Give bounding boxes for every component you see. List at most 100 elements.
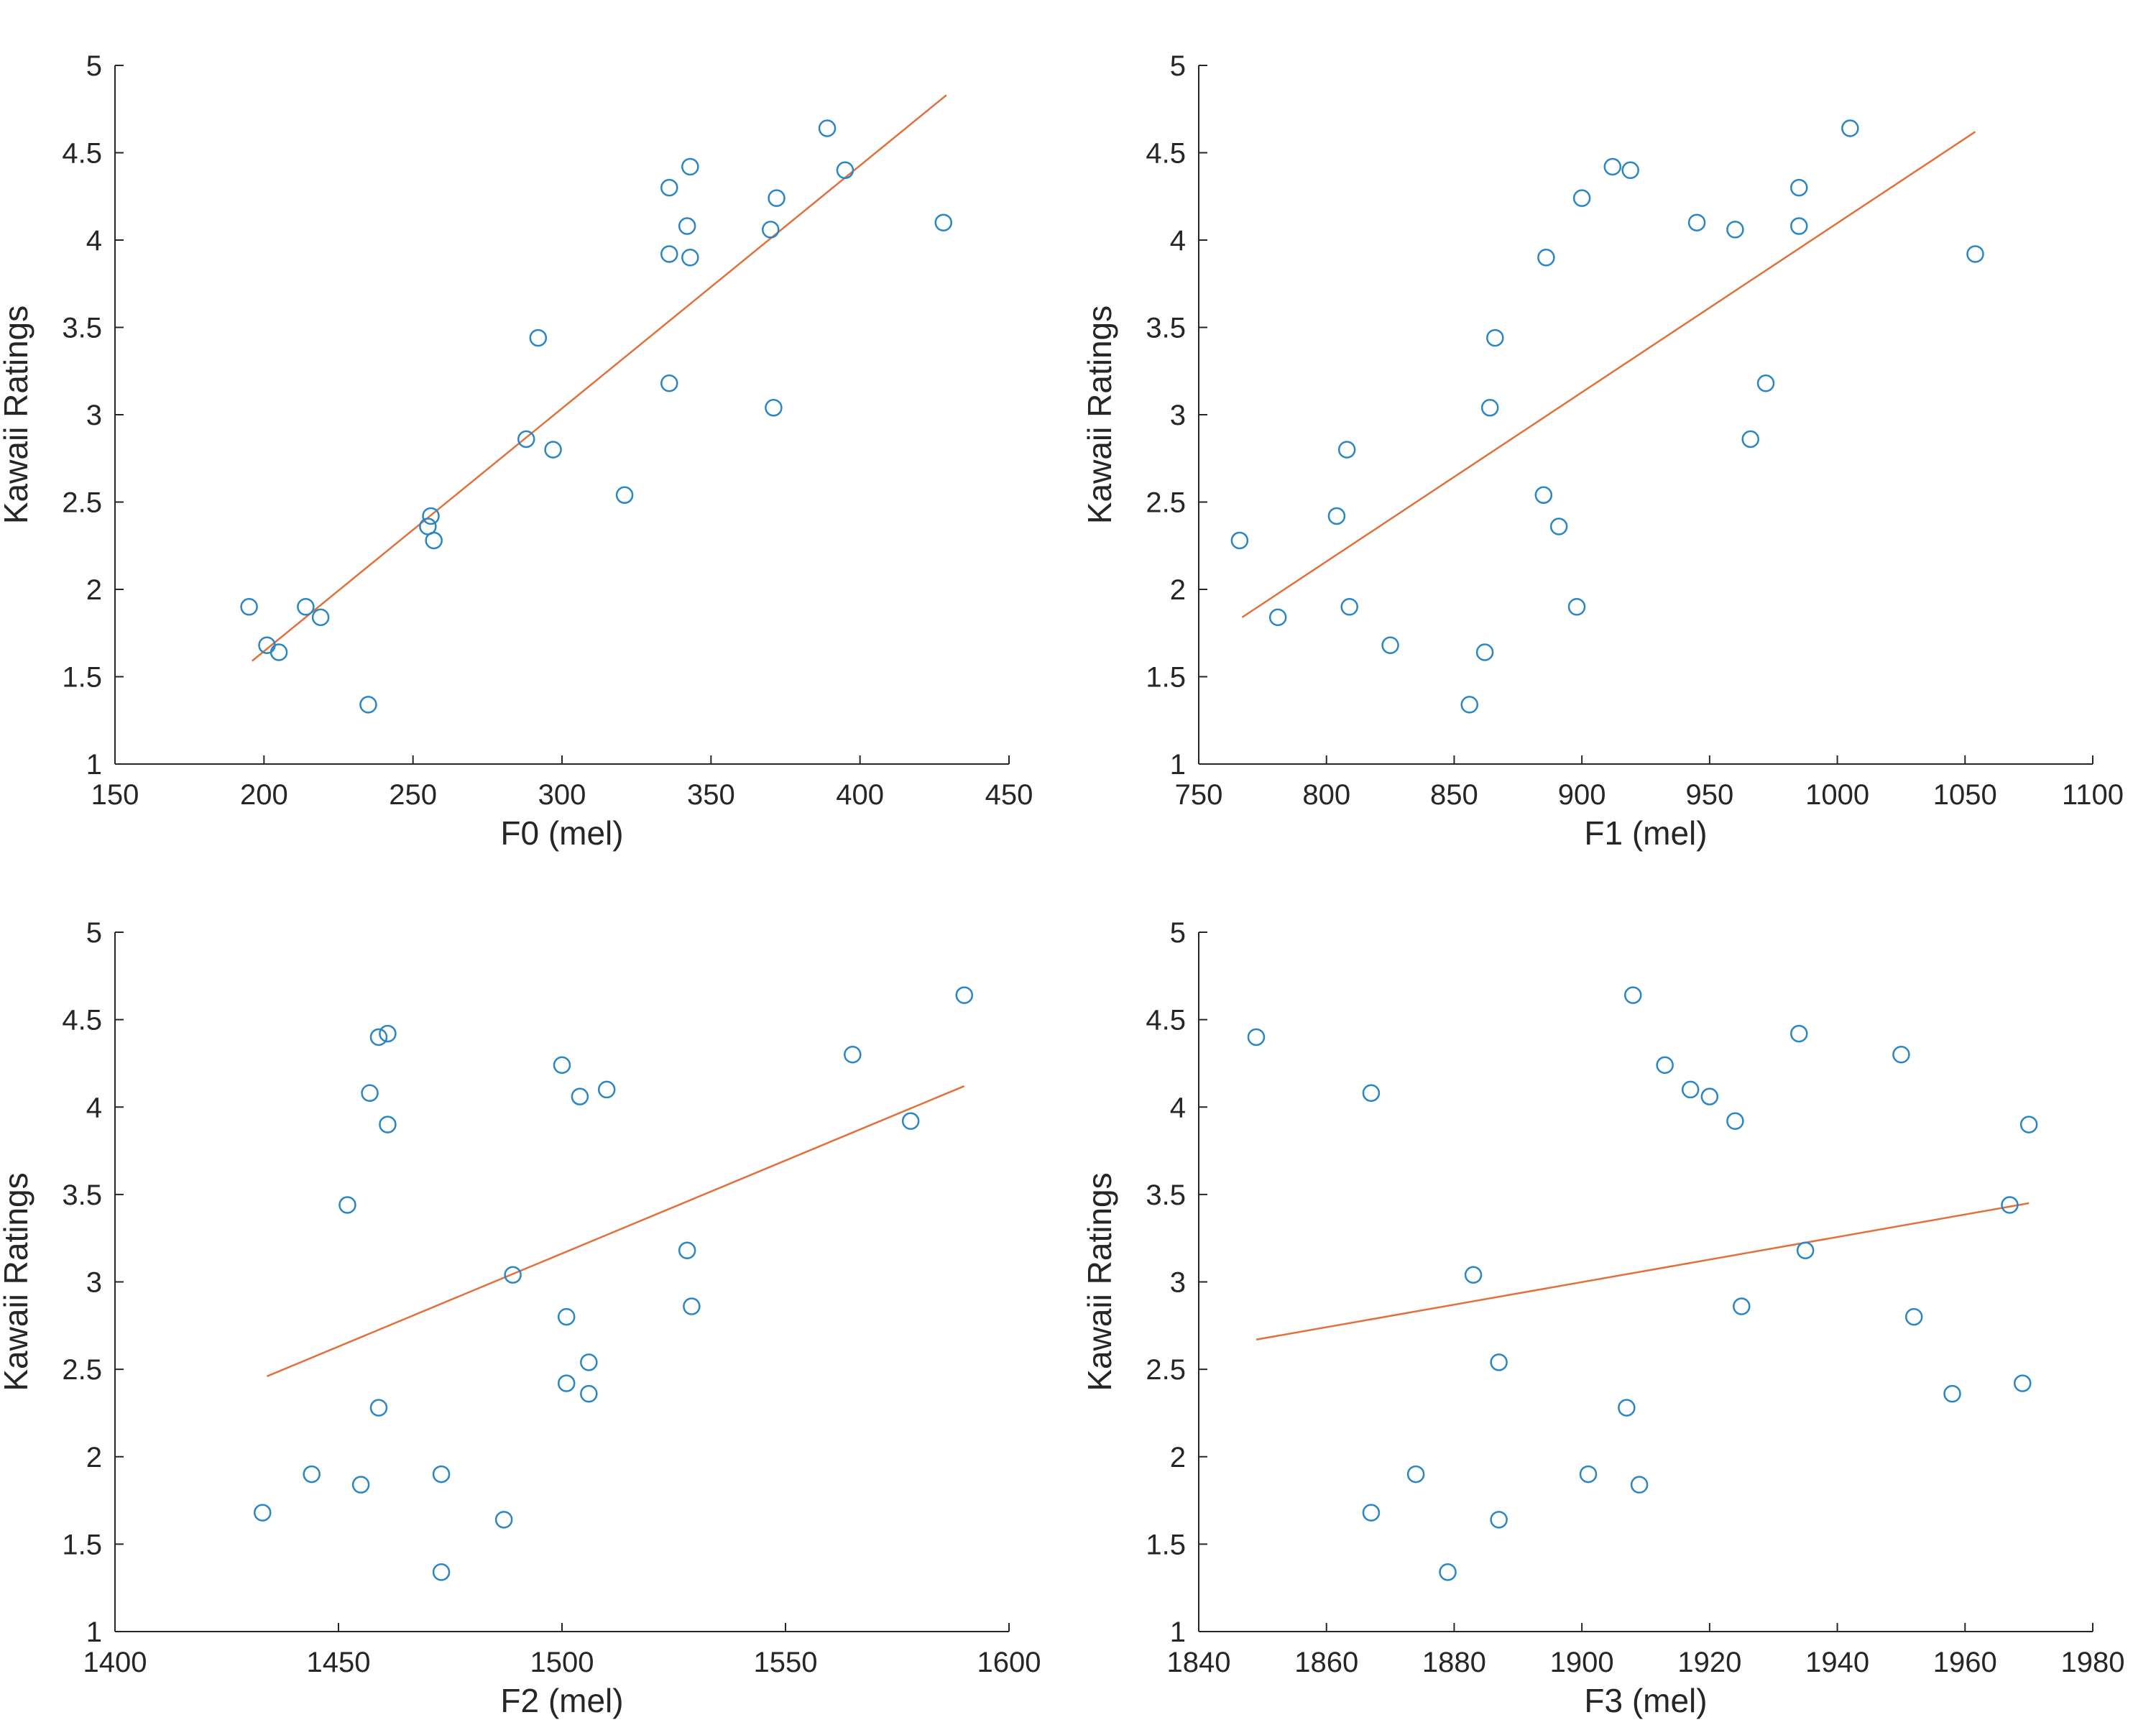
y-tick-label: 5 — [86, 917, 102, 949]
y-tick-label: 5 — [1170, 50, 1186, 82]
y-tick-label: 2 — [86, 574, 102, 606]
y-tick-label: 3 — [1170, 1267, 1186, 1299]
data-point — [1621, 161, 1639, 180]
y-tick-label: 2.5 — [1146, 487, 1186, 519]
data-point — [1790, 1024, 1808, 1043]
data-point — [517, 430, 535, 448]
data-point — [1490, 1511, 1508, 1529]
data-point — [1741, 430, 1759, 448]
x-tick-label: 1880 — [1422, 1647, 1486, 1678]
y-tick-label: 2.5 — [1146, 1354, 1186, 1386]
y-tick-label: 1 — [86, 1616, 102, 1648]
data-point — [1480, 399, 1499, 417]
y-tick-label: 2.5 — [62, 1354, 102, 1386]
data-point — [361, 1084, 379, 1103]
data-point — [1756, 374, 1775, 392]
data-point — [1337, 441, 1356, 459]
y-axis-title: Kawaii Ratings — [1081, 305, 1118, 524]
x-tick-label: 1920 — [1677, 1647, 1741, 1678]
data-point — [1681, 1080, 1700, 1099]
data-point — [270, 643, 288, 661]
data-point — [425, 531, 443, 550]
data-point — [1892, 1046, 1910, 1064]
y-tick-label: 4 — [1170, 225, 1186, 257]
data-point — [303, 1465, 321, 1484]
data-point — [1726, 1112, 1744, 1130]
x-tick-label: 1860 — [1294, 1647, 1358, 1678]
data-point — [1464, 1266, 1483, 1284]
data-point — [1247, 1028, 1266, 1046]
data-point — [1549, 518, 1568, 535]
y-tick-label: 2 — [86, 1442, 102, 1473]
data-point — [768, 189, 786, 207]
data-point — [1966, 245, 1984, 263]
data-point — [580, 1384, 598, 1403]
x-tick-label: 850 — [1430, 779, 1478, 811]
x-tick-label: 1900 — [1550, 1647, 1614, 1678]
data-point — [1486, 328, 1504, 347]
data-point — [615, 486, 634, 505]
y-tick-label: 3.5 — [62, 1179, 102, 1211]
y-tick-label: 4 — [1170, 1092, 1186, 1123]
x-axis-title: F2 (mel) — [500, 1682, 623, 1719]
data-point — [660, 245, 678, 263]
data-point — [379, 1024, 397, 1043]
data-point — [1268, 608, 1287, 627]
x-tick-label: 150 — [91, 779, 139, 811]
data-point — [683, 1297, 701, 1315]
data-point — [765, 399, 783, 417]
data-point — [2001, 1196, 2019, 1214]
x-tick-label: 900 — [1558, 779, 1606, 811]
data-point — [660, 374, 678, 392]
data-point — [1841, 119, 1859, 137]
data-point — [422, 507, 440, 525]
data-point — [1534, 486, 1553, 505]
data-point — [597, 1080, 616, 1099]
data-point — [1733, 1297, 1751, 1315]
x-tick-label: 1100 — [2062, 779, 2124, 811]
data-point — [1796, 1241, 1815, 1259]
data-point — [311, 608, 330, 627]
data-point — [678, 217, 696, 235]
data-point — [955, 986, 974, 1004]
x-tick-label: 1600 — [977, 1647, 1041, 1678]
x-tick-label: 250 — [389, 779, 437, 811]
x-tick-label: 300 — [538, 779, 586, 811]
scatter-panel-f0: 150 200 250 300 350 400 450 1 1.5 2 2.5 3 3.5 4 4.5 5 F0… — [0, 50, 1033, 852]
y-tick-label: 3 — [1170, 400, 1186, 431]
data-point — [836, 161, 854, 180]
data-point — [1790, 178, 1808, 197]
data-point — [553, 1056, 571, 1075]
y-tick-label: 3.5 — [1146, 313, 1186, 344]
data-point — [504, 1266, 522, 1284]
x-tick-label: 1980 — [2061, 1647, 2125, 1678]
data-point — [844, 1046, 862, 1064]
data-point — [2019, 1116, 2038, 1133]
x-tick-label: 1400 — [83, 1647, 147, 1678]
data-point — [1700, 1087, 1719, 1105]
y-tick-label: 1 — [1170, 749, 1186, 781]
y-axis-title: Kawaii Ratings — [1081, 1172, 1118, 1391]
data-point — [369, 1399, 388, 1417]
y-tick-label: 4.5 — [62, 1005, 102, 1036]
data-point — [1362, 1504, 1381, 1522]
x-tick-label: 1840 — [1167, 1647, 1231, 1678]
data-point — [1230, 531, 1249, 550]
data-point — [1475, 643, 1494, 661]
x-axis-title: F3 (mel) — [1584, 1682, 1707, 1719]
x-tick-label: 1960 — [1933, 1647, 1997, 1678]
data-point — [1460, 696, 1479, 714]
data-point — [1340, 598, 1358, 616]
x-tick-label: 1000 — [1805, 779, 1869, 811]
data-point — [681, 157, 699, 176]
data-point — [494, 1511, 513, 1529]
scatter-panel-f2: 1400 1450 1500 1550 1600 1 1.5 2 2.5 3 3.5 4 4.5 5 F2 … — [0, 917, 1041, 1719]
data-point — [338, 1196, 356, 1214]
scatter-panel-f3: 1840 1860 1880 1900 1920 1940 1960 1980 1 1.5 2 2.5… — [1081, 917, 2124, 1719]
y-tick-label: 1.5 — [1146, 662, 1186, 694]
x-tick-label: 200 — [240, 779, 288, 811]
data-point — [351, 1476, 370, 1494]
x-axis-title: F0 (mel) — [500, 814, 623, 852]
y-tick-label: 4 — [86, 1092, 102, 1123]
